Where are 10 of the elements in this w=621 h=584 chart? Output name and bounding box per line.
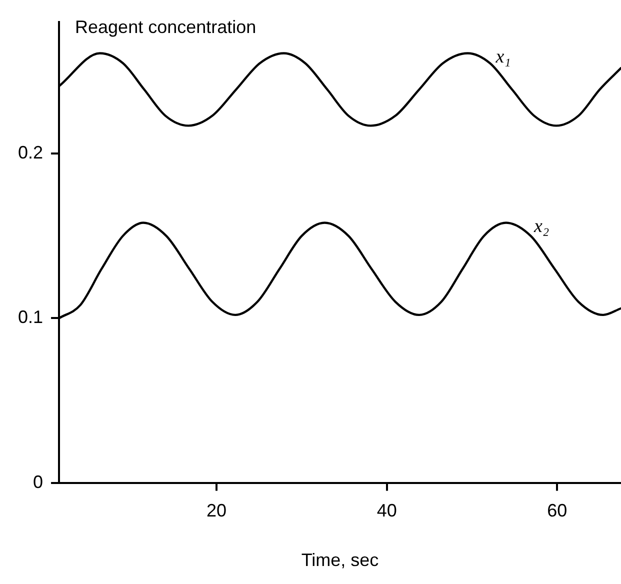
y-axis-title: Reagent concentration [75, 16, 256, 37]
y-tick-label: 0.1 [18, 307, 44, 328]
y-tick-label: 0.2 [18, 142, 44, 163]
x-axis-title: Time, sec [301, 550, 379, 570]
x-tick-label: 40 [376, 500, 397, 521]
series-label: x₁ [494, 46, 511, 68]
y-tick-label: 0 [33, 472, 44, 492]
x-tick-label: 20 [206, 500, 227, 521]
series-label: x₂ [533, 216, 550, 237]
x-tick-label: 60 [547, 500, 568, 521]
